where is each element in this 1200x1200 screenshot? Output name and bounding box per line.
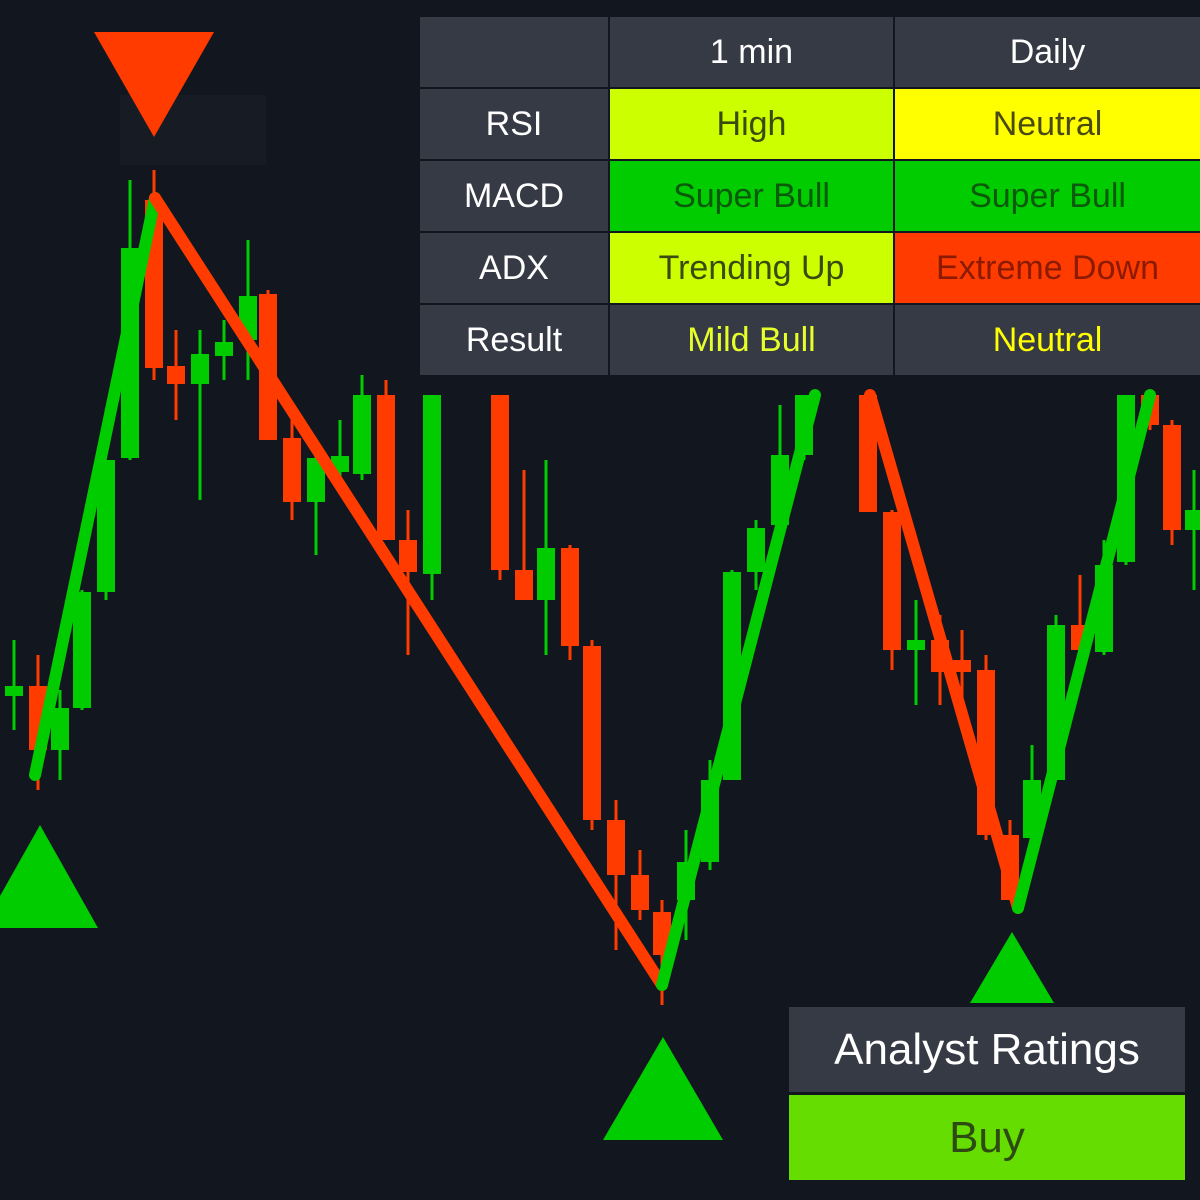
candle-body — [537, 548, 555, 600]
candle-body — [907, 640, 925, 650]
trend-line — [864, 389, 1024, 914]
result-cell: Neutral — [895, 305, 1200, 375]
candle-body — [561, 548, 579, 646]
candle-body — [423, 395, 441, 574]
signal-cell: Super Bull — [895, 161, 1200, 231]
candle-body — [5, 686, 23, 696]
candle-body — [97, 460, 115, 592]
trend-line — [1012, 389, 1156, 914]
buy-arrow — [970, 932, 1054, 1003]
ratings-title: Analyst Ratings — [789, 1007, 1185, 1092]
trend-line — [149, 192, 668, 991]
candle-body — [215, 342, 233, 356]
sell-arrow — [94, 32, 214, 137]
candle-body — [1185, 510, 1200, 530]
corner-cell — [420, 17, 608, 87]
candle-body — [377, 395, 395, 540]
trend-line — [29, 192, 161, 781]
signal-cell: Neutral — [895, 89, 1200, 159]
candle-body — [167, 366, 185, 384]
candles — [5, 170, 1200, 1005]
column-header: 1 min — [610, 17, 893, 87]
candle-body — [1163, 425, 1181, 530]
candle-body — [515, 570, 533, 600]
row-label: RSI — [420, 89, 608, 159]
candle-body — [191, 354, 209, 384]
candle-body — [399, 540, 417, 572]
candle-body — [51, 708, 69, 750]
signal-cell: Extreme Down — [895, 233, 1200, 303]
row-label: Result — [420, 305, 608, 375]
rating-button[interactable]: Buy — [789, 1095, 1185, 1180]
candle-body — [307, 458, 325, 502]
candle-body — [491, 395, 509, 570]
signal-cell: High — [610, 89, 893, 159]
result-cell: Mild Bull — [610, 305, 893, 375]
row-label: ADX — [420, 233, 608, 303]
candle-body — [883, 512, 901, 650]
signal-cell: Trending Up — [610, 233, 893, 303]
candle-body — [283, 438, 301, 502]
buy-arrow — [603, 1037, 723, 1140]
candle-body — [73, 592, 91, 708]
candle-body — [607, 820, 625, 875]
candle-body — [953, 660, 971, 672]
buy-arrow — [0, 825, 98, 928]
signal-cell: Super Bull — [610, 161, 893, 231]
candle-body — [747, 528, 765, 572]
column-header: Daily — [895, 17, 1200, 87]
row-label: MACD — [420, 161, 608, 231]
candle-body — [631, 875, 649, 910]
trend-line — [656, 389, 821, 991]
candle-body — [583, 646, 601, 820]
zigzag — [29, 192, 1156, 991]
candle-body — [353, 395, 371, 474]
